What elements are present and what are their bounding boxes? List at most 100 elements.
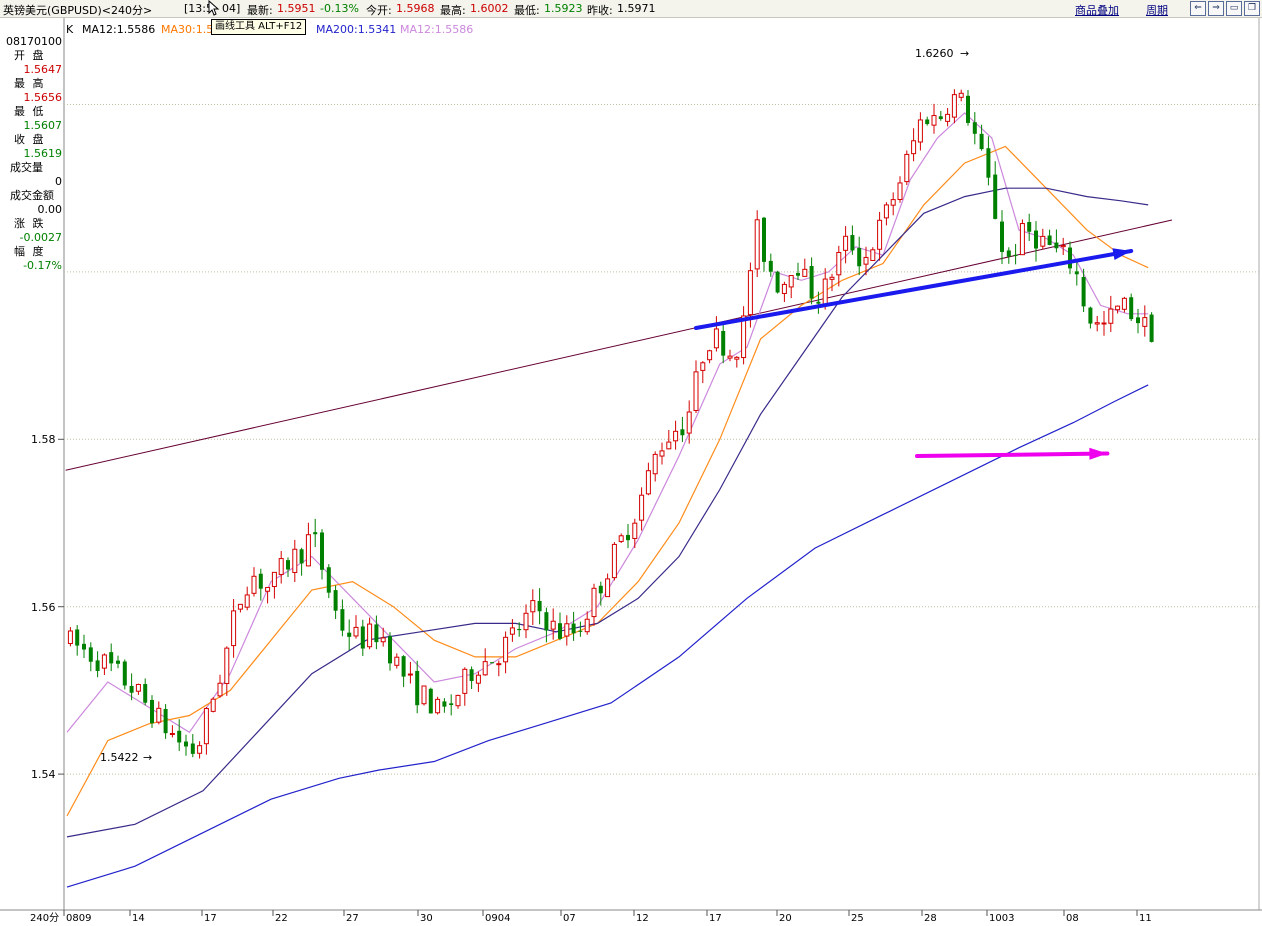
candle-up xyxy=(67,630,73,645)
candle-down xyxy=(95,660,100,671)
candle-up xyxy=(843,235,849,251)
candle-up xyxy=(101,654,107,669)
info-volume-value: 0 xyxy=(55,175,62,188)
candle-down xyxy=(1149,314,1154,342)
candle-up xyxy=(870,249,876,262)
candle-up xyxy=(462,668,468,694)
date-tick-label: 0809 xyxy=(66,913,91,924)
ma200-readout: MA200:1.5341 xyxy=(316,23,396,36)
candle-up xyxy=(611,543,617,579)
date-tick-label: 27 xyxy=(346,913,359,924)
candle-up xyxy=(509,627,515,635)
candle-up xyxy=(407,673,413,676)
quote-time: [13:5 xyxy=(184,2,213,15)
candle-up xyxy=(380,637,386,643)
candle-down xyxy=(1068,247,1072,269)
candle-up xyxy=(1040,235,1046,247)
candle-down xyxy=(177,730,182,743)
date-tick-label: 12 xyxy=(636,913,649,924)
info-change-value: -0.0027 xyxy=(19,231,62,244)
candle-down xyxy=(1000,221,1004,252)
candle-down xyxy=(993,174,998,219)
candle-up xyxy=(951,94,957,118)
candle-up xyxy=(673,430,679,442)
candle-down xyxy=(1088,307,1093,324)
date-tick-label: 08 xyxy=(1066,913,1079,924)
ma-line-1 xyxy=(66,145,1149,817)
info-high-label: 最 高 xyxy=(14,77,46,90)
candle-up xyxy=(904,153,910,183)
candle-down xyxy=(979,133,984,150)
open-label: 今开: xyxy=(366,4,392,17)
candle-down xyxy=(428,688,433,714)
candle-down xyxy=(190,743,195,754)
next-arrow-icon[interactable]: ⇒ xyxy=(1208,1,1224,16)
candle-up xyxy=(237,603,243,610)
candle-down xyxy=(258,573,263,589)
candle-up xyxy=(707,350,713,361)
candle-down xyxy=(415,670,420,706)
chart-frame xyxy=(0,18,1262,911)
drawn-lines[interactable] xyxy=(65,219,1173,471)
restore-icon[interactable]: ❐ xyxy=(1244,1,1260,16)
candle-up xyxy=(829,276,835,280)
candle-up xyxy=(788,275,794,288)
ma30-readout: MA30:1.5 xyxy=(161,23,213,36)
candle-down xyxy=(388,636,392,664)
candle-down xyxy=(150,699,154,724)
quote-time-tail: 04] xyxy=(222,2,241,15)
candle-up xyxy=(1108,308,1114,324)
overlay-link[interactable]: 商品叠加 xyxy=(1075,4,1119,17)
candle-up xyxy=(897,182,903,201)
candle-down xyxy=(374,624,379,643)
candle-down xyxy=(626,534,630,541)
high-annotation-arrow-icon: → xyxy=(960,47,969,60)
date-tick-label: 28 xyxy=(924,913,937,924)
candle-up xyxy=(271,571,277,588)
candle-down xyxy=(75,629,80,646)
candle-down xyxy=(116,660,120,664)
low-annotation-arrow-icon: → xyxy=(143,751,152,764)
period-label: 240分 xyxy=(30,912,59,924)
candle-up xyxy=(945,113,951,122)
candle-up xyxy=(747,270,753,316)
date-tick-label: 11 xyxy=(1139,913,1152,924)
mouse-cursor-icon xyxy=(208,0,220,16)
date-tick-label: 20 xyxy=(779,913,792,924)
candle-down xyxy=(82,643,86,650)
date-tick-label: 30 xyxy=(420,913,433,924)
candle-up xyxy=(496,663,502,666)
candle-down xyxy=(809,266,814,299)
candle-down xyxy=(816,301,821,304)
candle-up xyxy=(1101,322,1107,325)
candle-down xyxy=(122,661,127,686)
ma-line-3 xyxy=(66,384,1149,888)
candle-down xyxy=(537,601,542,612)
prev-close-label: 昨收: xyxy=(587,4,613,17)
ma-line-2 xyxy=(66,187,1149,838)
blue-arrow-line xyxy=(694,248,1134,330)
candle-down xyxy=(490,662,494,664)
info-open-label: 开 盘 xyxy=(14,49,46,62)
candle-up xyxy=(890,199,896,206)
info-amount-value: 0.00 xyxy=(37,203,63,216)
candle-down xyxy=(925,119,930,125)
candle-up xyxy=(591,587,597,618)
candle-down xyxy=(721,330,726,356)
candle-down xyxy=(517,628,522,631)
period-link[interactable]: 周期 xyxy=(1146,4,1168,17)
candle-down xyxy=(544,612,549,631)
low-price: 1.5923 xyxy=(544,2,583,15)
prev-arrow-icon[interactable]: ⇐ xyxy=(1190,1,1206,16)
maximize-icon[interactable]: ▭ xyxy=(1226,1,1242,16)
candle-down xyxy=(1047,235,1052,245)
change-percent: -0.13% xyxy=(320,2,359,15)
drawn-arrows[interactable] xyxy=(694,248,1134,460)
candle-up xyxy=(958,92,964,98)
candle-up xyxy=(686,411,692,434)
candle-up xyxy=(639,494,645,521)
candle-up xyxy=(292,548,298,573)
latest-label: 最新: xyxy=(247,4,273,17)
ma12b-readout: MA12:1.5586 xyxy=(400,23,473,36)
